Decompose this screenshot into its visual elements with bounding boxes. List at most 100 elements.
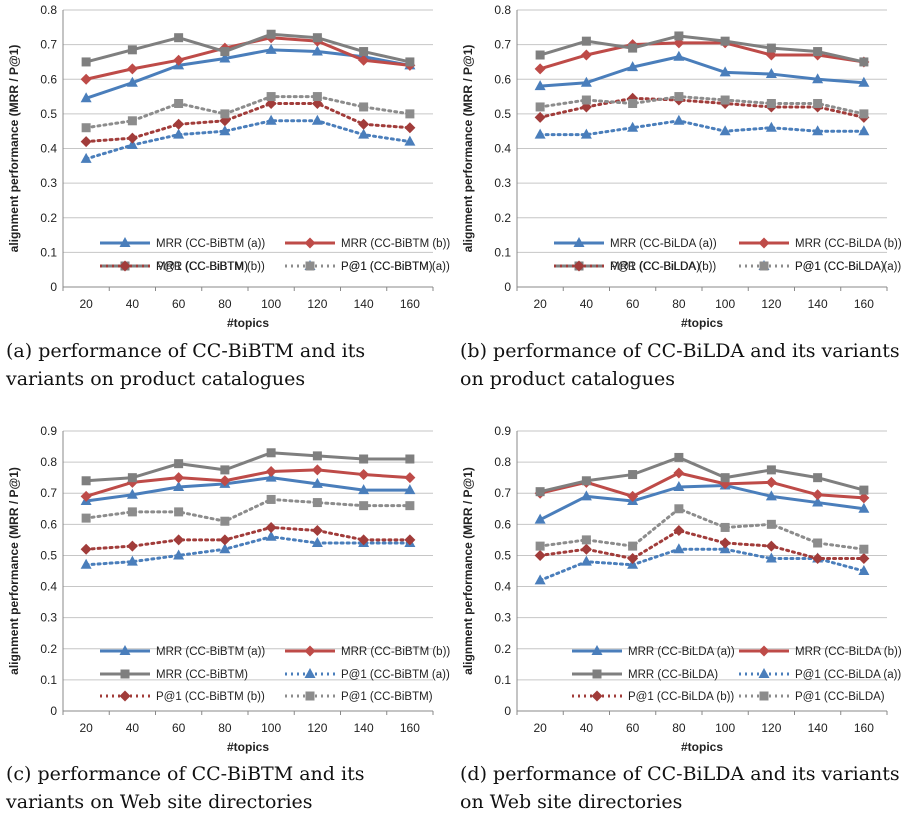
y-tick-label: 0.2 [494, 642, 511, 656]
data-point [765, 68, 777, 79]
legend-marker [758, 645, 770, 657]
legend-label: P@1 (CC-BiBTM (b)) [156, 691, 265, 703]
data-point [673, 481, 685, 491]
legend-label: P@1 (CC-BiLDA) [795, 691, 885, 703]
x-tick-label: 120 [307, 721, 327, 735]
data-point [859, 109, 869, 119]
data-point [858, 76, 870, 87]
series-a-3 [80, 114, 416, 163]
y-tick-label: 0.3 [40, 611, 57, 625]
legend-label: MRR (CC-BiLDA) [628, 669, 718, 681]
data-point [358, 128, 370, 139]
data-point [80, 558, 92, 569]
legend-item: P@1 (CC-BiBTM (b)) [100, 260, 265, 273]
data-point [535, 102, 545, 112]
data-point [126, 139, 138, 150]
data-point [312, 33, 322, 43]
legend-label: MRR (CC-BiBTM) [156, 669, 248, 681]
caption-d: (d) performance of CC-BiLDA and its vari… [460, 763, 900, 813]
data-point [858, 565, 870, 575]
y-tick-label: 0 [504, 704, 511, 718]
data-point [534, 80, 546, 91]
legend-marker [119, 237, 131, 247]
data-point [358, 469, 370, 481]
legend-label: MRR (CC-BiBTM (b)) [341, 646, 450, 658]
data-point [219, 125, 231, 136]
legend-label: P@1 (CC-BiLDA (a)) [795, 669, 901, 681]
data-point [358, 534, 370, 546]
data-point [628, 470, 638, 480]
data-point [581, 535, 591, 545]
y-tick-label: 0.4 [494, 142, 511, 156]
y-tick-label: 0.4 [40, 580, 57, 594]
y-tick-label: 0.7 [494, 486, 511, 500]
legend-item: P@1 (CC-BiBTM (a)) [285, 668, 450, 681]
data-point [858, 553, 870, 565]
data-point [534, 128, 546, 139]
data-point [766, 43, 776, 53]
data-point [265, 114, 277, 125]
x-tick-label: 40 [126, 297, 140, 311]
data-point [765, 552, 777, 563]
legend-item: MRR (CC-BiLDA (b)) [739, 237, 902, 250]
data-point [720, 36, 730, 46]
x-tick-label: 20 [533, 297, 547, 311]
x-tick-label: 160 [854, 297, 874, 311]
series-line [538, 507, 866, 551]
legend-label: MRR (CC-BiLDA (b)) [795, 238, 902, 250]
data-point [81, 57, 91, 67]
data-point [812, 496, 824, 507]
legend-label: P@1 (CC-BiBTM) [341, 261, 433, 273]
data-point [766, 465, 776, 475]
legend-item: P@1 (CC-BiLDA (b)) [554, 260, 716, 273]
y-tick-label: 0.6 [494, 517, 511, 531]
data-point [311, 525, 323, 537]
data-point [358, 484, 370, 495]
data-point [311, 114, 323, 125]
legend-item: MRR (CC-BiBTM (a)) [100, 237, 265, 250]
data-point [581, 476, 591, 486]
data-point [266, 29, 276, 39]
series-d-5 [535, 504, 869, 554]
y-tick-label: 0 [504, 280, 511, 294]
data-point [266, 92, 276, 102]
data-point [173, 481, 185, 491]
data-point [80, 73, 92, 85]
legend-item: MRR (CC-BiLDA (a)) [554, 237, 717, 250]
legend-item: MRR (CC-BiLDA (a)) [572, 645, 735, 658]
data-point [312, 92, 322, 102]
series-line [538, 96, 866, 119]
data-point [673, 525, 685, 537]
y-tick-label: 0.2 [494, 211, 511, 225]
data-point [673, 467, 685, 479]
data-point [674, 504, 684, 514]
y-tick-label: 0 [50, 280, 57, 294]
data-point [81, 513, 91, 523]
series-line [538, 547, 866, 582]
legend-marker [759, 691, 769, 701]
legend-label: MRR (CC-BiLDA (a)) [628, 646, 735, 658]
data-point [719, 66, 731, 77]
caption-c: (c) performance of CC-BiBTM and its vari… [6, 763, 365, 813]
y-axis-title: alignment performance (MRR / P@1) [461, 467, 475, 675]
data-point [126, 76, 138, 87]
data-point [766, 519, 776, 529]
x-tick-label: 100 [261, 297, 281, 311]
legend-marker [758, 668, 770, 678]
series-line [84, 101, 412, 144]
legend-marker [305, 691, 315, 701]
series-d-2 [535, 452, 869, 497]
data-point [534, 63, 546, 75]
legend-label: P@1 (CC-BiLDA (b)) [628, 691, 734, 703]
series-b-2 [535, 31, 869, 67]
data-point [580, 555, 592, 566]
data-point [311, 537, 323, 547]
data-point [534, 549, 546, 561]
data-point [126, 540, 138, 552]
data-point [534, 574, 546, 585]
x-tick-label: 160 [854, 721, 874, 735]
data-point [535, 487, 545, 497]
x-tick-label: 60 [626, 297, 640, 311]
data-point [535, 541, 545, 551]
series-c-4 [80, 521, 416, 555]
